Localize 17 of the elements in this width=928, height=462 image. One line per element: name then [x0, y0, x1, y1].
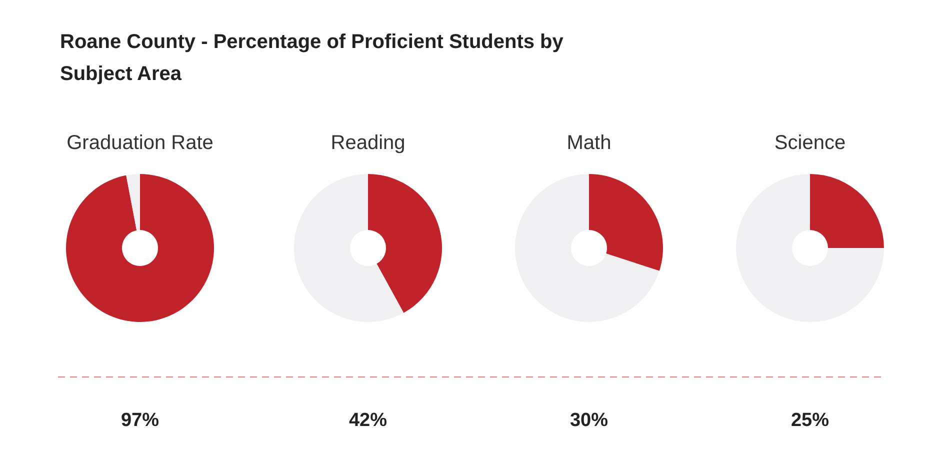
text: 42%	[348, 410, 388, 431]
donut-slice	[368, 174, 442, 313]
donut-slice	[66, 174, 214, 322]
donut-slice	[294, 174, 404, 322]
chart-title: Science	[774, 132, 846, 154]
text: 30%	[570, 410, 608, 431]
donut-slice	[810, 174, 884, 248]
donut-slice	[736, 174, 884, 322]
donut-slice	[515, 174, 660, 322]
text: Roane County - Percentage of Proficient Students by Subject Area	[60, 30, 564, 87]
text: 97%	[120, 410, 160, 431]
donut-slice	[126, 174, 140, 230]
chart-title: Graduation Rate	[66, 132, 214, 154]
donut-slice	[589, 174, 663, 271]
chart-title: Reading	[330, 132, 406, 154]
text: 25%	[790, 410, 830, 431]
chart-title: Math	[566, 132, 612, 154]
